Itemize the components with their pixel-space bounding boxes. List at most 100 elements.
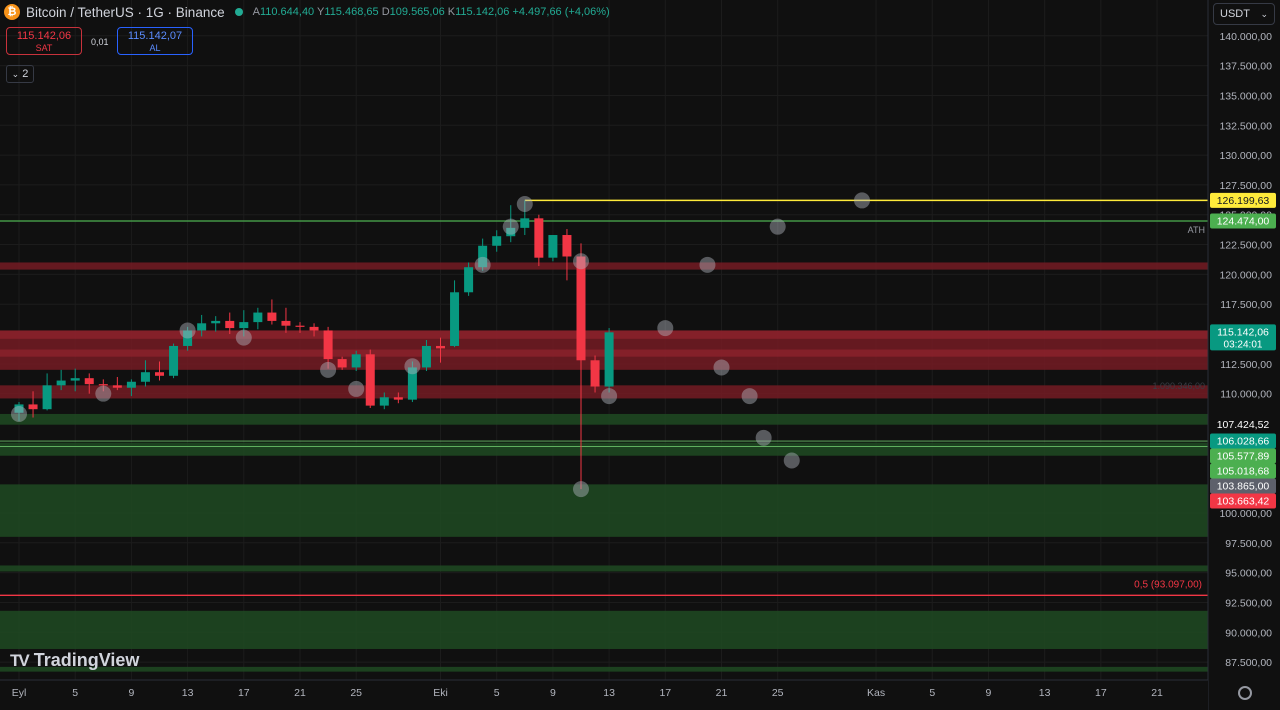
time-tick-label: 25 xyxy=(772,687,784,699)
price-level-label: 105.018,68 xyxy=(1217,466,1270,478)
price-tick-label: 127.500,00 xyxy=(1219,180,1272,192)
price-level-label: 124.474,00 xyxy=(1217,216,1270,228)
candle[interactable] xyxy=(450,292,460,346)
candle[interactable] xyxy=(379,397,389,406)
forecast-point xyxy=(320,361,337,378)
time-axis[interactable] xyxy=(0,680,1208,710)
price-tick-label: 132.500,00 xyxy=(1219,120,1272,132)
price-level-tag xyxy=(1210,478,1276,494)
candle[interactable] xyxy=(520,218,530,228)
candle[interactable] xyxy=(169,345,179,376)
candle[interactable] xyxy=(28,404,38,410)
candle[interactable] xyxy=(337,359,347,368)
price-level-label: 105.577,89 xyxy=(1217,451,1270,463)
candle[interactable] xyxy=(225,320,235,329)
chevron-down-icon: ⌄ xyxy=(1260,8,1268,19)
candle[interactable] xyxy=(239,322,249,329)
candle[interactable] xyxy=(42,385,52,410)
forecast-point xyxy=(502,218,519,235)
buy-label: AL xyxy=(149,43,161,53)
candle[interactable] xyxy=(211,320,221,324)
price-tick-label: 122.500,00 xyxy=(1219,240,1272,252)
candle[interactable] xyxy=(56,380,66,386)
candle[interactable] xyxy=(365,354,375,406)
price-level-tag xyxy=(1210,463,1276,479)
candle[interactable] xyxy=(267,312,277,321)
time-tick-label: 9 xyxy=(550,687,556,699)
symbol-title[interactable]: Bitcoin / TetherUS · 1G · Binance xyxy=(26,4,225,20)
candle[interactable] xyxy=(98,384,108,386)
forecast-point xyxy=(11,405,27,422)
candle[interactable] xyxy=(506,227,516,237)
resistance-zone-band xyxy=(0,349,1208,357)
price-tick-label: 97.500,00 xyxy=(1225,538,1272,550)
resistance-zone xyxy=(0,262,1208,270)
candle[interactable] xyxy=(576,256,586,361)
candle[interactable] xyxy=(112,385,122,388)
candle[interactable] xyxy=(421,345,431,368)
candle[interactable] xyxy=(253,312,263,323)
candle[interactable] xyxy=(126,381,136,388)
candle[interactable] xyxy=(436,345,445,349)
forecast-point xyxy=(235,329,252,346)
bitcoin-icon: ₿ xyxy=(4,4,20,20)
resistance-zone-band xyxy=(0,330,1208,339)
sell-price: 115.142,06 xyxy=(16,30,72,42)
price-tick-label: 130.000,00 xyxy=(1219,150,1272,162)
candle[interactable] xyxy=(295,325,305,327)
time-tick-label: 17 xyxy=(238,687,250,699)
candle[interactable] xyxy=(407,367,417,400)
currency-select[interactable]: USDT ⌄ xyxy=(1213,3,1275,25)
sell-label: SAT xyxy=(35,43,53,53)
candle[interactable] xyxy=(604,332,614,387)
candle[interactable] xyxy=(548,235,558,258)
forecast-point xyxy=(699,256,716,273)
sell-button[interactable]: 115.142,06 SAT xyxy=(6,27,82,55)
chart-header: ₿ Bitcoin / TetherUS · 1G · Binance A110… xyxy=(4,4,610,20)
forecast-point xyxy=(741,388,758,405)
candle[interactable] xyxy=(197,323,207,331)
candle[interactable] xyxy=(84,378,94,385)
candle[interactable] xyxy=(351,354,361,368)
time-tick-label: Eyl xyxy=(12,687,27,699)
forecast-point xyxy=(854,192,870,209)
candle[interactable] xyxy=(562,235,572,257)
forecast-point xyxy=(404,358,421,375)
time-tick-label: 5 xyxy=(494,687,500,699)
time-tick-label: Kas xyxy=(867,687,885,699)
candle[interactable] xyxy=(70,378,80,381)
price-axis[interactable] xyxy=(1208,0,1280,710)
price-tick-label: 100.000,00 xyxy=(1219,508,1272,520)
candle[interactable] xyxy=(464,267,474,293)
buy-button[interactable]: 115.142,07 AL xyxy=(117,27,193,55)
candle[interactable] xyxy=(140,372,150,382)
candle[interactable] xyxy=(155,372,164,376)
candle[interactable] xyxy=(534,218,544,258)
price-level-label: 106.028,66 xyxy=(1217,436,1270,448)
candle[interactable] xyxy=(281,320,291,326)
ath-label: ATH xyxy=(1188,225,1205,235)
indicators-count: 2 xyxy=(22,68,29,80)
forecast-point xyxy=(573,481,589,498)
candle[interactable] xyxy=(183,330,193,346)
forecast-point xyxy=(179,322,196,339)
candle[interactable] xyxy=(14,404,24,413)
candle[interactable] xyxy=(393,397,403,400)
forecast-point xyxy=(573,253,589,270)
time-tick-label: 5 xyxy=(929,687,935,699)
candle[interactable] xyxy=(590,360,600,387)
candle[interactable] xyxy=(323,330,333,360)
price-tick-label: 87.500,00 xyxy=(1225,657,1272,669)
price-tick-label: 140.000,00 xyxy=(1219,31,1272,43)
forecast-point xyxy=(474,256,491,273)
price-tick-label: 90.000,00 xyxy=(1225,627,1272,639)
forecast-point xyxy=(755,429,772,446)
time-tick-label: 9 xyxy=(128,687,134,699)
candle[interactable] xyxy=(309,326,319,331)
candle[interactable] xyxy=(478,245,488,268)
indicators-toggle[interactable]: ⌄ 2 xyxy=(6,65,34,83)
candle[interactable] xyxy=(492,236,502,246)
forecast-point xyxy=(783,452,800,469)
settings-icon[interactable] xyxy=(1238,686,1252,700)
